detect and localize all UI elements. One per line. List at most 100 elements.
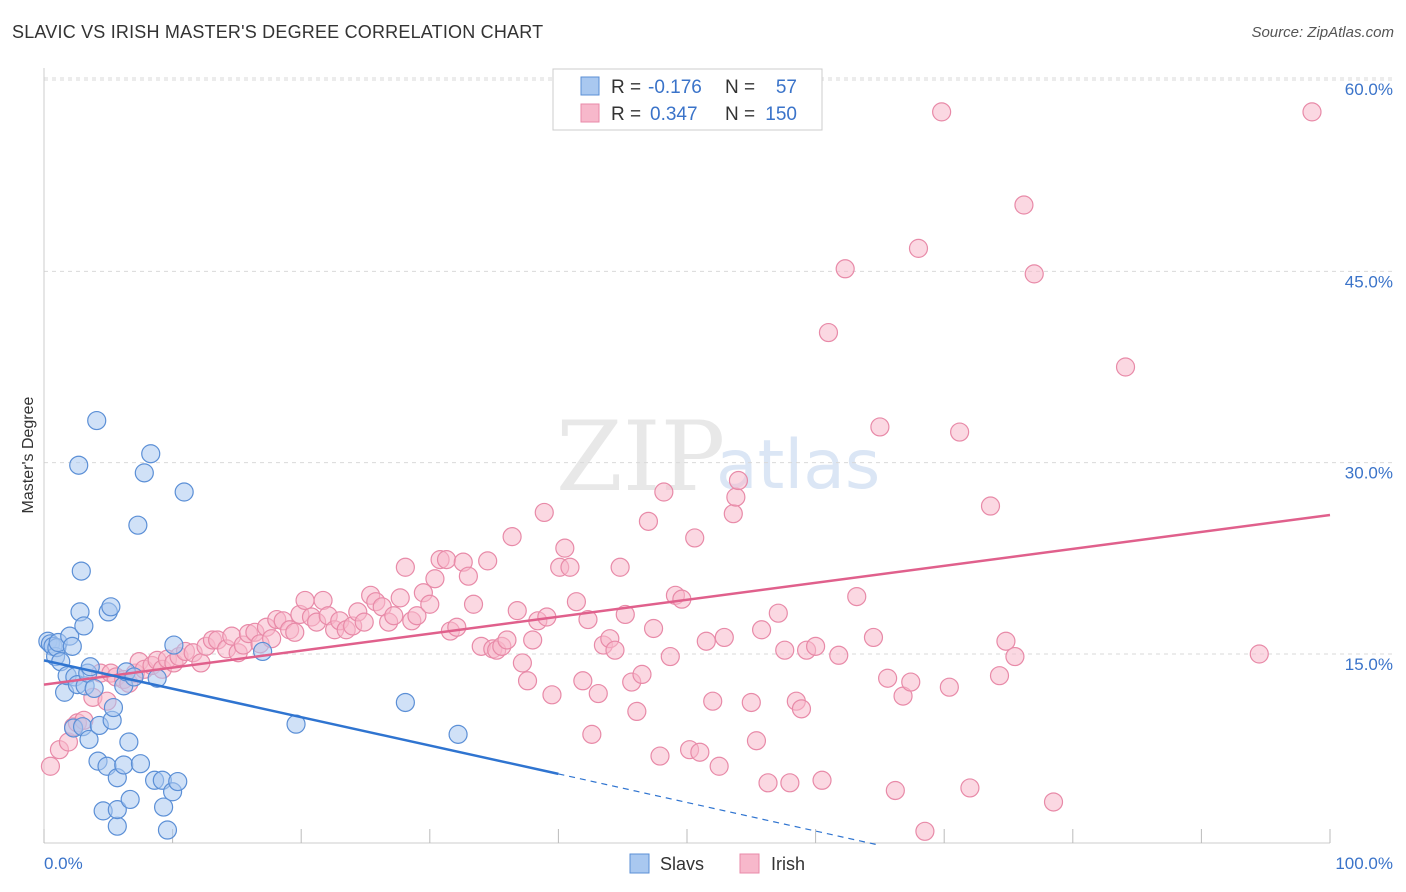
slavs-point [107,816,127,836]
irish-point [812,770,832,790]
irish-point [723,504,743,524]
irish-point [425,569,445,589]
legend-r-label: R = [611,104,641,125]
irish-point [1249,644,1269,664]
slavs-point [395,692,415,713]
irish-point [390,588,410,608]
x-tick-labels: 0.0% 100.0% [44,854,1393,873]
irish-point [395,557,415,577]
irish-point [650,746,670,766]
irish-point [497,630,517,650]
irish-point [627,701,647,722]
slavs-point [119,732,139,752]
irish-point [775,640,795,660]
irish-point [728,470,749,491]
irish-point [741,692,761,713]
slavs-point [128,515,148,535]
irish-point [582,724,602,744]
y-tick-label: 60.0% [1345,80,1393,99]
slavs-series [38,410,468,840]
irish-point [478,551,498,571]
irish-point [555,538,575,558]
slavs-point [107,800,127,820]
irish-point [950,422,970,442]
irish-point [502,527,522,547]
slavs-point [120,789,140,810]
legend-n-label: N = [725,77,755,98]
irish-point [1043,792,1064,812]
irish-point [407,606,427,626]
bottom-legend-label-slavs: Slavs [660,854,704,874]
y-axis-title: Master's Degree [20,396,37,513]
slavs-point [114,755,134,775]
axes [43,68,1331,844]
irish-point [517,671,538,691]
irish-point [870,417,890,437]
irish-point [638,511,659,531]
irish-point [1115,357,1136,377]
legend-r-value: 0.347 [650,104,698,125]
irish-point [523,630,543,650]
irish-point [908,238,929,258]
trend-lines [43,513,1331,846]
slavs-point [134,463,154,483]
chart-title: SLAVIC VS IRISH MASTER'S DEGREE CORRELAT… [12,22,544,42]
irish-point [751,620,772,640]
irish-point [573,671,593,691]
slavs-point [103,697,124,718]
bottom-legend-swatch-slavs [629,853,650,874]
slavs-point [157,820,178,840]
irish-point [939,677,959,697]
irish-point [901,672,921,692]
slavs-point [141,444,161,464]
irish-point [1024,264,1044,284]
series-legend: Slavs Irish [629,853,805,874]
legend-r-value: -0.176 [648,77,702,98]
irish-trend-line [43,513,1331,686]
irish-point [354,612,374,632]
slavs-point [130,754,151,774]
irish-point [885,780,905,801]
irish-point [285,622,305,642]
chart-source: Source: ZipAtlas.com [1251,24,1394,41]
slavs-point [168,771,188,792]
irish-point [420,594,440,614]
slavs-trend-line [43,659,559,776]
irish-point [447,617,467,637]
irish-point [542,685,562,705]
irish-point [996,631,1016,651]
irish-point [654,482,674,502]
irish-point [560,557,580,577]
irish-point [605,640,625,660]
irish-point [610,557,630,577]
legend-r-label: R = [611,77,641,98]
irish-point [791,699,812,719]
irish-series [40,102,1322,841]
irish-point [915,821,935,841]
slavs-point [79,729,99,750]
x-tick-label: 0.0% [44,854,83,873]
irish-point [1005,646,1025,667]
irish-point [758,773,778,793]
irish-point [805,636,826,656]
slavs-point [84,678,104,699]
legend-swatch-slavs [580,76,600,96]
irish-point [615,604,635,625]
irish-point [660,646,680,667]
irish-point [709,756,729,776]
irish-point [746,731,767,751]
slavs-point [448,724,468,744]
irish-point [960,778,980,798]
irish-point [847,586,867,607]
irish-point [507,601,527,621]
irish-point [835,259,855,279]
legend-n-value: 150 [765,104,797,125]
slavs-point [164,635,184,655]
legend-n-label: N = [725,104,755,125]
irish-point [703,691,723,711]
slavs-point [153,797,174,817]
irish-point [878,668,898,688]
y-tick-label: 15.0% [1345,655,1393,674]
stats-legend: R = -0.176 N = 57 R = 0.347 N = 150 [552,68,823,131]
